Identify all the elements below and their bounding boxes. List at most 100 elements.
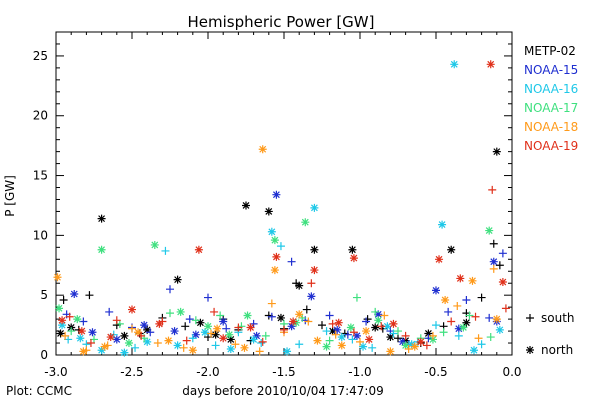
south-point: [485, 313, 494, 322]
south-point: [234, 323, 243, 332]
north-point: [53, 273, 62, 282]
north-point: [97, 214, 106, 223]
south-point: [439, 328, 448, 337]
north-point: [322, 342, 331, 351]
marker-key: south north: [526, 311, 575, 357]
north-point: [56, 329, 65, 338]
north-point: [240, 343, 249, 352]
north-point: [365, 335, 374, 344]
south-point: [181, 322, 190, 331]
south-point: [348, 335, 357, 344]
south-point: [67, 327, 76, 336]
north-point: [401, 341, 410, 350]
marker-key-star-icon: [526, 346, 534, 354]
north-point: [246, 323, 255, 332]
south-point: [191, 316, 200, 325]
south-point: [258, 337, 267, 346]
x-tick-label: 0.0: [502, 365, 521, 379]
north-point: [164, 336, 173, 345]
north-point: [424, 329, 433, 338]
north-point: [58, 321, 67, 330]
north-point: [348, 245, 357, 254]
south-point: [65, 312, 74, 321]
north-point: [310, 266, 319, 275]
north-point: [58, 316, 67, 325]
north-point: [310, 203, 319, 212]
south-point: [389, 329, 398, 338]
north-point: [328, 327, 337, 336]
north-point: [287, 322, 296, 331]
x-axis-label: days before 2010/10/04 17:47:09: [182, 384, 383, 398]
north-point: [441, 295, 450, 304]
north-point: [485, 226, 494, 235]
south-point: [356, 337, 364, 346]
north-point: [191, 330, 200, 339]
legend-entry: NOAA-16: [524, 82, 578, 96]
north-point: [173, 341, 182, 350]
south-point: [447, 317, 456, 326]
north-point: [76, 334, 85, 343]
y-tick-label: 0: [40, 348, 48, 362]
north-point: [492, 147, 501, 156]
south-point: [486, 333, 495, 342]
north-point: [346, 323, 355, 332]
north-point: [337, 333, 346, 342]
north-point: [295, 281, 304, 290]
south-point: [489, 264, 498, 273]
north-point: [459, 323, 468, 332]
south-point: [489, 239, 498, 248]
south-point: [105, 307, 114, 316]
north-point: [204, 322, 212, 331]
y-axis-label: P [GW]: [3, 175, 17, 217]
south-point: [380, 311, 389, 320]
north-point: [470, 346, 478, 355]
south-point: [377, 322, 386, 331]
south-point: [394, 334, 402, 343]
north-point: [362, 327, 371, 336]
north-point: [106, 333, 115, 342]
y-tick-label: 20: [33, 109, 48, 123]
north-point: [173, 275, 182, 284]
series-metp-02: [56, 147, 504, 348]
marker-key-label: north: [541, 343, 573, 357]
north-point: [313, 336, 322, 345]
south-point: [261, 331, 270, 340]
north-point: [79, 347, 88, 356]
north-point: [334, 318, 343, 327]
south-point: [304, 317, 313, 326]
south-point: [401, 331, 410, 340]
north-point: [55, 304, 64, 313]
north-point: [383, 322, 392, 331]
south-point: [276, 242, 285, 251]
south-point: [86, 339, 95, 348]
north-point: [267, 227, 276, 236]
south-point: [322, 327, 331, 336]
south-point: [146, 328, 155, 337]
south-point: [112, 316, 121, 325]
north-point: [486, 60, 495, 69]
north-point: [112, 335, 121, 344]
north-point: [226, 345, 235, 354]
north-point: [272, 252, 281, 261]
south-point: [325, 311, 334, 320]
north-point: [283, 347, 292, 356]
series-noaa-19: [58, 60, 510, 350]
north-point: [88, 328, 97, 337]
north-point: [97, 346, 106, 355]
south-point: [255, 347, 264, 356]
series-noaa-18: [53, 145, 501, 356]
south-point: [471, 312, 480, 321]
north-point: [128, 305, 136, 314]
south-point: [371, 307, 380, 316]
axes: -3.0 -2.5 -2.0 -1.5 -1.0 -0.5 0.0 0 5 10 15 20 25: [33, 32, 522, 379]
legend-entry: NOAA-15: [524, 63, 578, 77]
south-point: [422, 341, 431, 350]
south-point: [307, 279, 316, 288]
x-tick-label: -2.0: [196, 365, 219, 379]
north-point: [120, 348, 129, 357]
south-point: [267, 299, 276, 308]
north-point: [170, 327, 179, 336]
south-point: [394, 327, 402, 336]
north-point: [289, 317, 298, 326]
south-point: [222, 324, 231, 333]
